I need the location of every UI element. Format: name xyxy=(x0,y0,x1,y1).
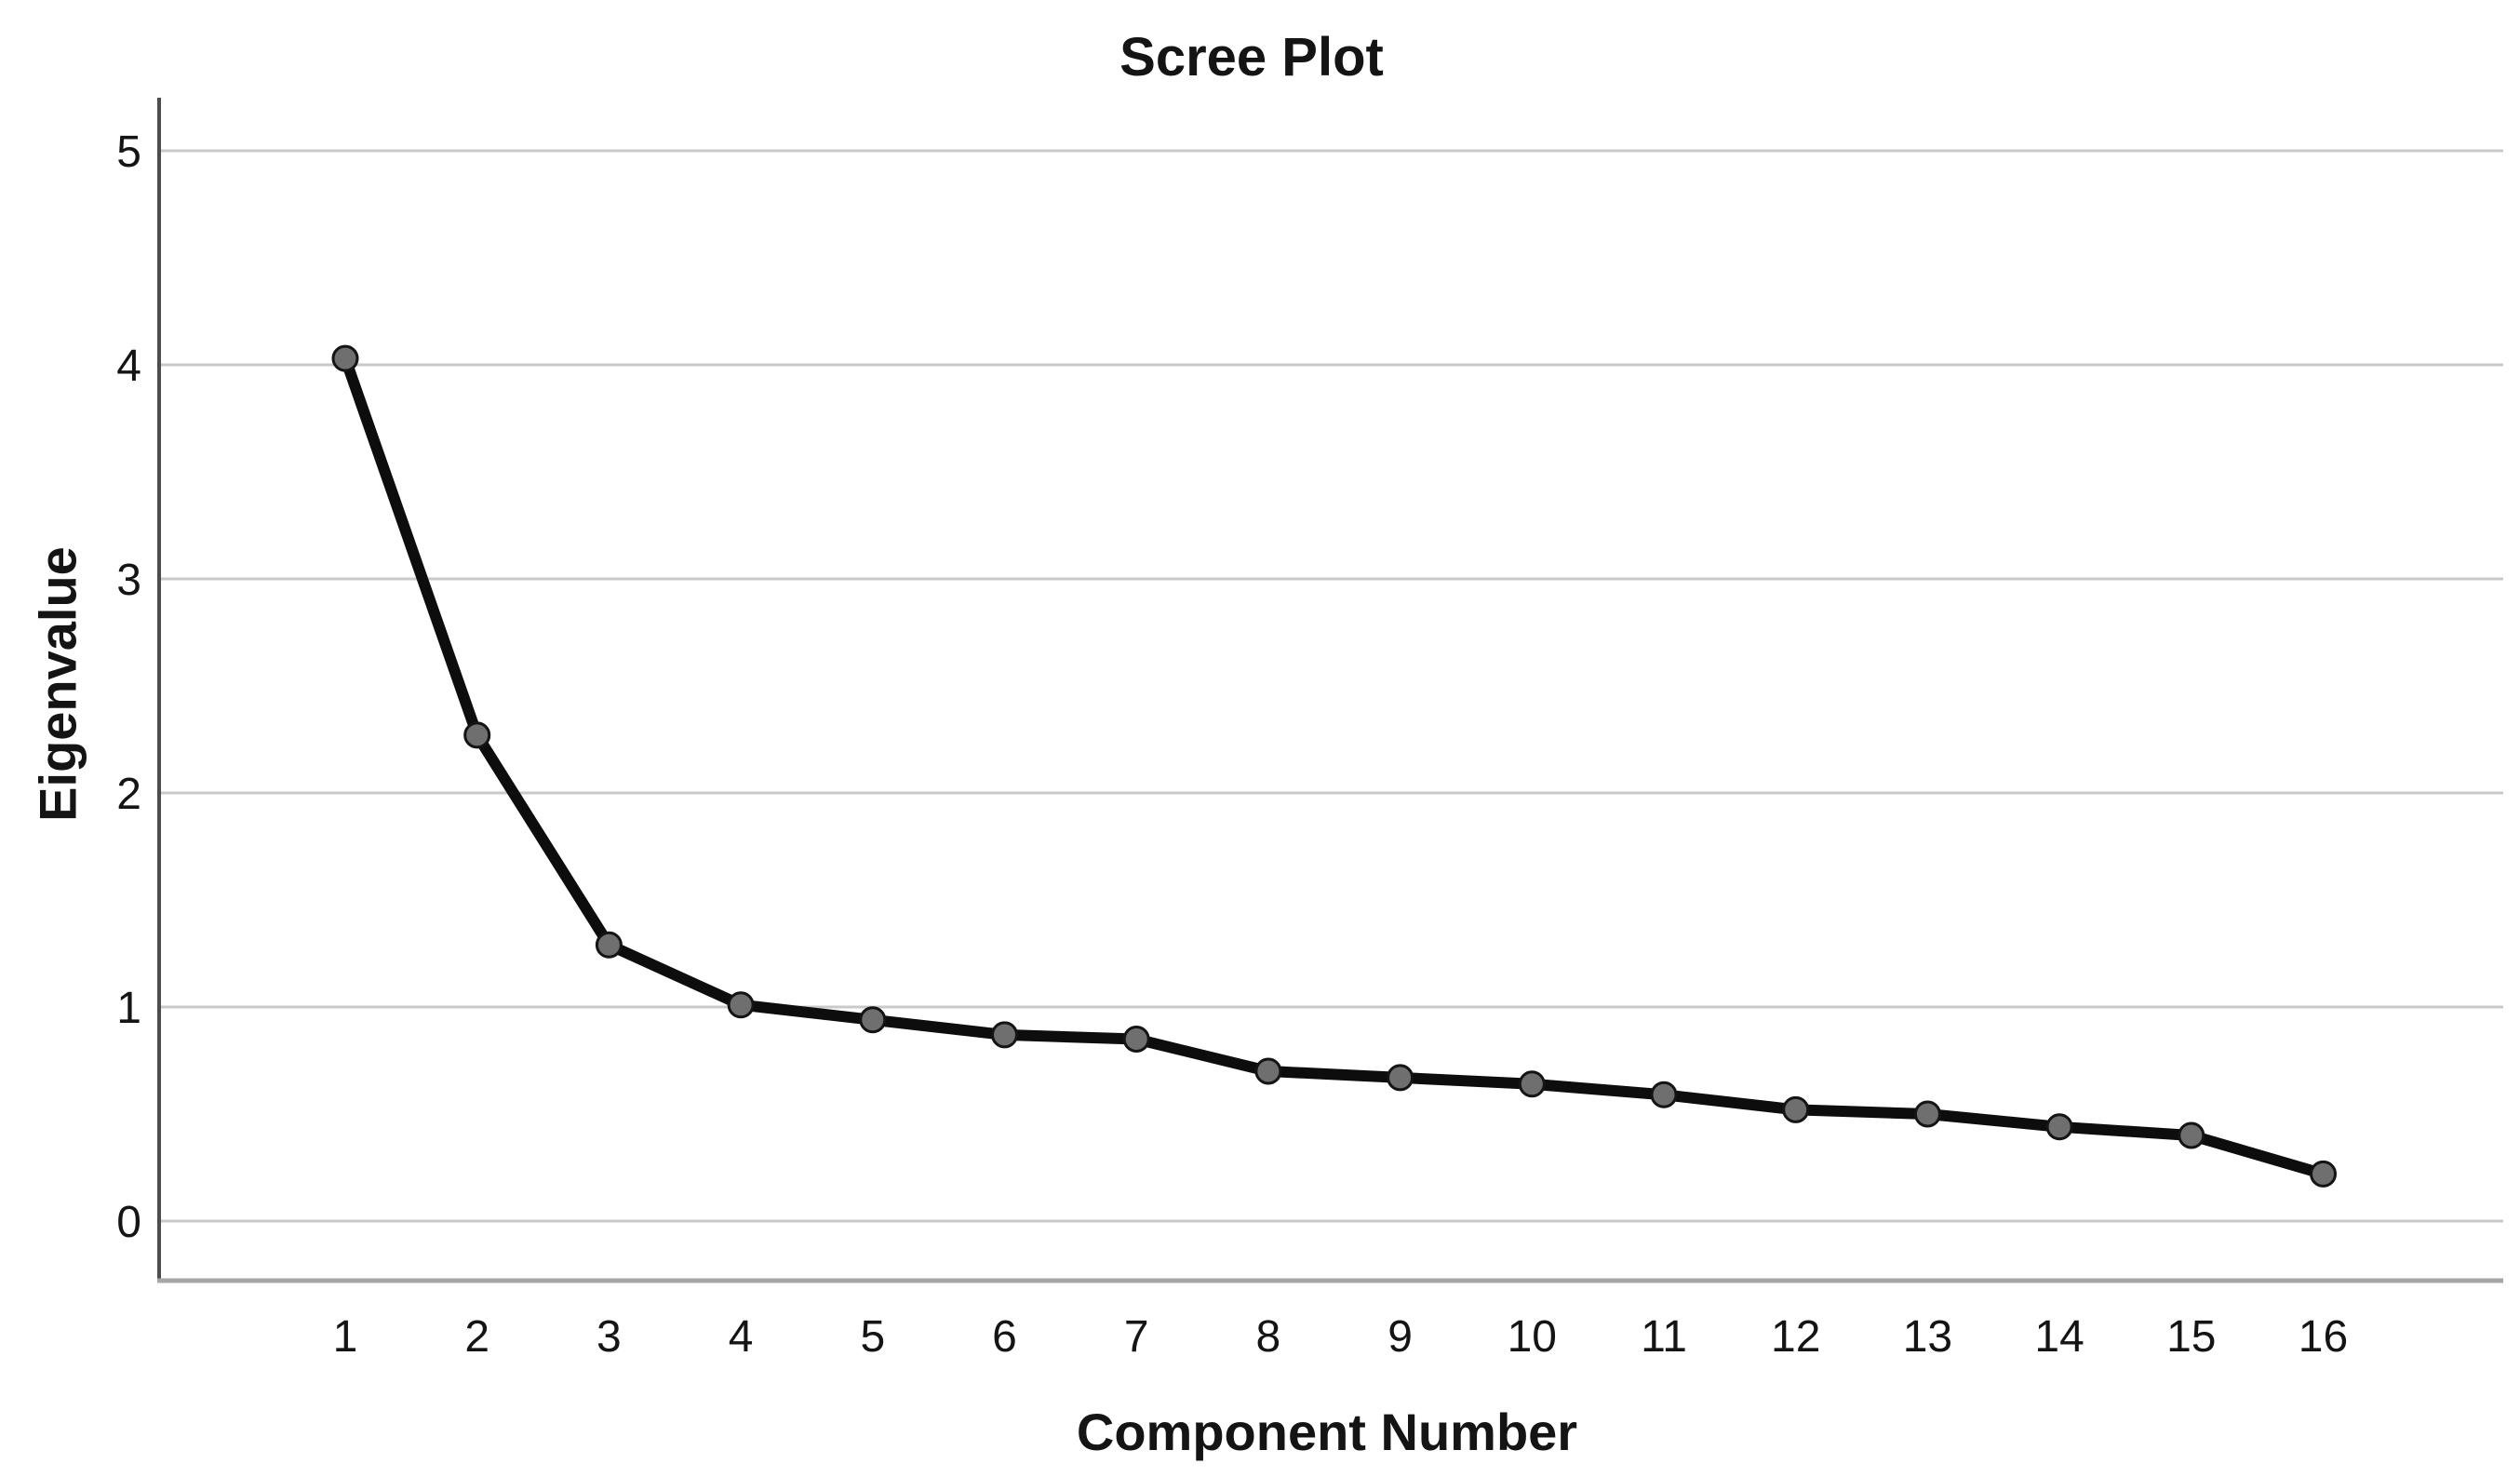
data-point xyxy=(1254,1057,1282,1085)
data-point xyxy=(1518,1070,1546,1098)
x-tick-label: 15 xyxy=(2166,1312,2216,1362)
x-tick-label: 13 xyxy=(1903,1312,1952,1362)
data-point xyxy=(2045,1113,2073,1141)
x-tick-label: 1 xyxy=(333,1312,358,1362)
x-tick-label: 4 xyxy=(729,1312,754,1362)
x-tick-label: 14 xyxy=(2034,1312,2084,1362)
data-point xyxy=(1913,1100,1941,1128)
data-point xyxy=(331,344,359,372)
x-tick-label: 5 xyxy=(860,1312,885,1362)
y-tick-label: 2 xyxy=(116,770,141,819)
y-tick-label: 4 xyxy=(116,342,141,391)
x-axis-title: Component Number xyxy=(1076,1403,1578,1461)
x-tick-label: 6 xyxy=(992,1312,1017,1362)
x-tick-label: 8 xyxy=(1256,1312,1281,1362)
x-tick-label: 9 xyxy=(1387,1312,1413,1362)
x-tick-label: 11 xyxy=(1641,1312,1687,1362)
x-tick-label: 12 xyxy=(1771,1312,1820,1362)
x-tick-label: 7 xyxy=(1124,1312,1149,1362)
data-point xyxy=(1122,1026,1150,1053)
data-point xyxy=(595,931,623,959)
x-tick-label: 16 xyxy=(2299,1312,2348,1362)
chart-title: Scree Plot xyxy=(1119,27,1384,87)
data-point xyxy=(1650,1081,1678,1108)
data-point xyxy=(859,1006,887,1034)
data-point xyxy=(727,991,755,1019)
y-tick-label: 3 xyxy=(116,556,141,605)
data-point xyxy=(1782,1095,1810,1123)
x-tick-label: 3 xyxy=(596,1312,622,1362)
data-point xyxy=(991,1021,1018,1049)
x-tick-label: 2 xyxy=(464,1312,489,1362)
x-tick-label: 10 xyxy=(1508,1312,1557,1362)
y-tick-label: 0 xyxy=(116,1198,141,1247)
data-point xyxy=(2310,1160,2337,1188)
y-tick-label: 5 xyxy=(116,128,141,177)
data-point xyxy=(2178,1121,2205,1149)
data-point xyxy=(463,721,491,749)
y-tick-label: 1 xyxy=(116,984,141,1033)
series-line xyxy=(340,353,2329,1180)
data-point xyxy=(1387,1064,1414,1092)
